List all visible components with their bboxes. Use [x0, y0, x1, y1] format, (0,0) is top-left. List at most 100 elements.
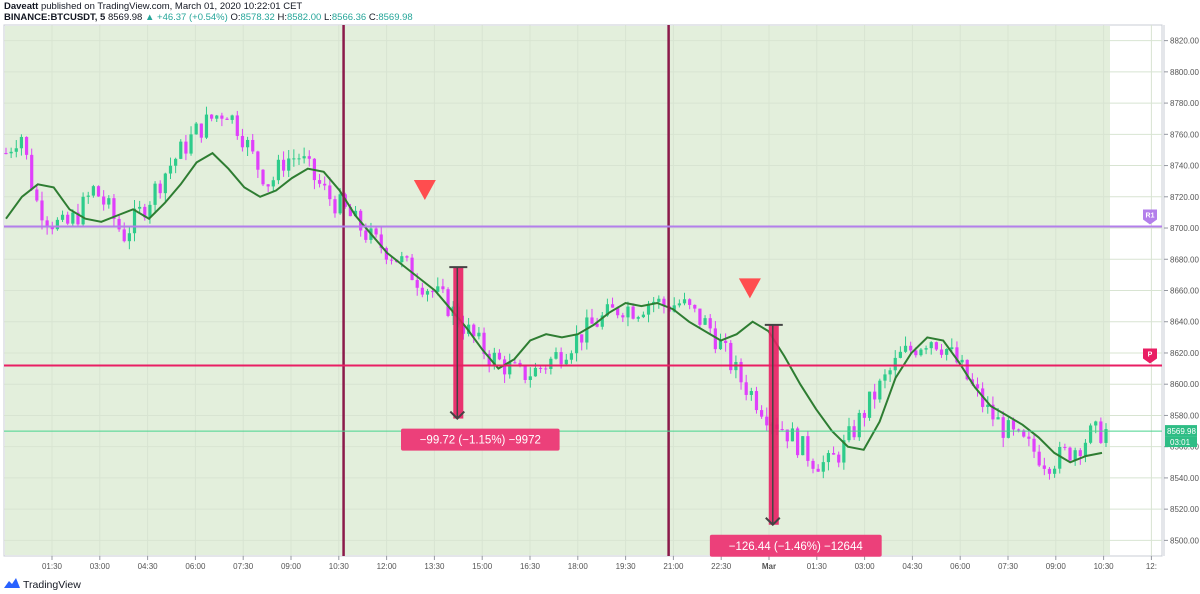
candle-body	[1099, 421, 1103, 443]
candle-body	[975, 384, 980, 389]
candle	[677, 299, 681, 308]
candle	[266, 184, 270, 193]
candle	[1052, 465, 1057, 478]
candle	[703, 315, 707, 326]
candle-body	[425, 291, 430, 295]
candle	[425, 288, 430, 302]
candle-body	[837, 454, 841, 463]
author-name[interactable]: Daveatt	[4, 1, 39, 12]
candle	[1042, 457, 1046, 476]
candle-body	[801, 436, 805, 456]
candle-body	[1088, 425, 1093, 443]
candle-body	[682, 299, 687, 304]
candle-body	[795, 428, 800, 456]
candle	[1022, 429, 1026, 438]
open-value: 8578.32	[240, 12, 275, 23]
tradingview-brand: TradingView	[23, 578, 81, 591]
candle-body	[276, 159, 281, 181]
candle	[374, 226, 378, 238]
candle-body	[143, 206, 147, 218]
candle	[929, 341, 933, 355]
y-tick-label: 8760.00	[1170, 130, 1199, 139]
candle	[600, 311, 604, 330]
candle-body	[230, 115, 234, 120]
low-value: 8566.36	[331, 12, 367, 23]
candle-body	[636, 317, 640, 319]
candle-body	[14, 148, 18, 152]
candle	[950, 338, 954, 353]
candle	[112, 194, 116, 227]
x-tick-label: 15:00	[472, 562, 493, 571]
candle-body	[713, 328, 717, 350]
candle	[1088, 423, 1093, 445]
high-label: H:	[277, 12, 287, 23]
candle-body	[492, 352, 496, 365]
candle-body	[574, 334, 579, 354]
candle-body	[4, 153, 8, 155]
pivot-flag-label: P	[1148, 351, 1153, 358]
candle	[1063, 443, 1067, 451]
candle	[86, 191, 90, 204]
low-label: L:	[323, 12, 332, 23]
candle	[1032, 433, 1036, 459]
candle-body	[698, 308, 702, 325]
candle	[163, 172, 167, 203]
candle-body	[790, 428, 795, 442]
candle-body	[1083, 442, 1088, 456]
candle	[621, 312, 625, 323]
candle-body	[533, 367, 538, 377]
candle-body	[158, 183, 162, 194]
candle-body	[518, 362, 522, 365]
candle-body	[1001, 417, 1005, 438]
y-tick-label: 8560.00	[1170, 443, 1199, 452]
candle-body	[364, 230, 368, 240]
x-tick-label: 19:30	[616, 562, 637, 571]
candle-body	[708, 318, 712, 329]
candle-body	[1032, 438, 1036, 452]
candle-body	[472, 324, 476, 337]
y-tick-label: 8660.00	[1170, 287, 1199, 296]
tradingview-logo[interactable]: TradingView	[4, 578, 81, 591]
candle	[785, 429, 789, 449]
candle	[760, 405, 764, 419]
candle-body	[127, 233, 131, 242]
x-tick-label: 06:00	[185, 562, 206, 571]
candle-body	[215, 115, 219, 119]
down-arrow-icon	[765, 517, 781, 527]
candle	[482, 327, 486, 360]
candle	[574, 325, 579, 362]
x-tick-label: 04:30	[138, 562, 159, 571]
candle	[261, 169, 265, 187]
trade-label-box	[709, 534, 882, 557]
candle	[35, 184, 39, 203]
candle	[528, 367, 532, 388]
candle	[857, 409, 861, 441]
candle-body	[1063, 446, 1067, 448]
candle-body	[996, 417, 1000, 420]
candle-body	[924, 348, 928, 350]
candle	[271, 176, 275, 192]
candle-body	[30, 154, 34, 190]
pivot-flag-label: R1	[1146, 212, 1155, 219]
candle-body	[914, 350, 918, 356]
candle-body	[251, 139, 255, 152]
candle	[852, 419, 856, 441]
candle	[569, 350, 574, 364]
candle-body	[939, 349, 944, 355]
candle-body	[1073, 450, 1077, 461]
candle-body	[1017, 429, 1021, 431]
candle-body	[461, 324, 466, 334]
candle-body	[554, 352, 558, 359]
candle-body	[929, 342, 933, 349]
candle-body	[605, 304, 610, 316]
candle	[189, 126, 193, 156]
y-tick-label: 8700.00	[1170, 224, 1199, 233]
y-tick-label: 8800.00	[1170, 68, 1199, 77]
candle-body	[45, 220, 49, 226]
candle-body	[199, 123, 203, 138]
pivot-flag-p	[1143, 348, 1157, 364]
candle-body	[333, 199, 337, 214]
y-tick-label: 8720.00	[1170, 193, 1199, 202]
candle-body	[821, 462, 825, 472]
